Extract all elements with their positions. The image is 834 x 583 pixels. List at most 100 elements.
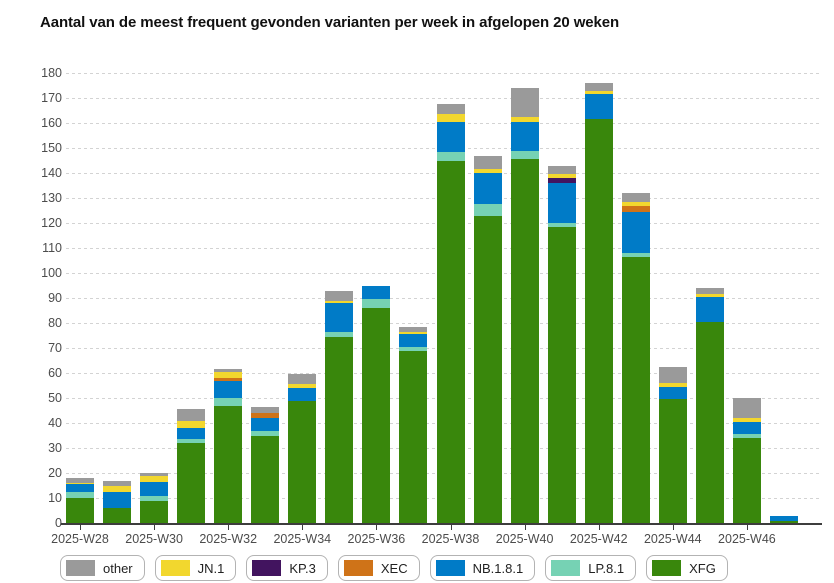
- bar-segment-other[interactable]: [251, 407, 280, 413]
- bar-segment-other[interactable]: [399, 326, 428, 332]
- bar-segment-XFG[interactable]: [288, 400, 317, 523]
- legend-item-NB.1.8.1[interactable]: NB.1.8.1: [429, 555, 536, 581]
- bar-segment-LP.8.1[interactable]: [510, 150, 539, 160]
- bar-segment-NB.1.8.1[interactable]: [473, 173, 502, 205]
- bar-segment-JN.1[interactable]: [547, 174, 576, 178]
- bar-segment-LP.8.1[interactable]: [140, 495, 169, 501]
- bar-segment-other[interactable]: [547, 165, 576, 175]
- bar-segment-other[interactable]: [584, 83, 613, 91]
- bar-segment-JN.1[interactable]: [695, 294, 724, 297]
- bar-segment-JN.1[interactable]: [436, 114, 465, 122]
- bar-segment-JN.1[interactable]: [473, 169, 502, 173]
- bar-segment-XFG[interactable]: [547, 226, 576, 523]
- bar-segment-JN.1[interactable]: [140, 475, 169, 482]
- bar-segment-NB.1.8.1[interactable]: [214, 380, 243, 398]
- bar-segment-NB.1.8.1[interactable]: [695, 296, 724, 322]
- bar-segment-LP.8.1[interactable]: [621, 253, 650, 257]
- bar-segment-other[interactable]: [510, 88, 539, 117]
- bar-segment-XFG[interactable]: [103, 508, 132, 523]
- bar-segment-NB.1.8.1[interactable]: [584, 94, 613, 120]
- bar-segment-NB.1.8.1[interactable]: [769, 515, 798, 521]
- bar-segment-LP.8.1[interactable]: [547, 223, 576, 227]
- bar-segment-XFG[interactable]: [140, 500, 169, 523]
- legend-item-LP.8.1[interactable]: LP.8.1: [545, 555, 637, 581]
- bar-segment-NB.1.8.1[interactable]: [399, 334, 428, 347]
- bar-segment-LP.8.1[interactable]: [177, 439, 206, 443]
- bar-segment-other[interactable]: [288, 374, 317, 385]
- bar-segment-NB.1.8.1[interactable]: [732, 421, 761, 435]
- bar-segment-XFG[interactable]: [177, 443, 206, 523]
- bar-segment-JN.1[interactable]: [103, 485, 132, 492]
- bar-segment-NB.1.8.1[interactable]: [140, 481, 169, 496]
- bar-segment-NB.1.8.1[interactable]: [66, 484, 94, 492]
- bar-segment-XFG[interactable]: [399, 350, 428, 523]
- bar-segment-NB.1.8.1[interactable]: [621, 211, 650, 253]
- bar-segment-XFG[interactable]: [325, 336, 354, 523]
- bar-segment-KP.3[interactable]: [547, 178, 576, 183]
- bar-segment-XEC[interactable]: [621, 205, 650, 212]
- bar-segment-LP.8.1[interactable]: [214, 398, 243, 406]
- legend-item-XFG[interactable]: XFG: [646, 555, 728, 581]
- bar-segment-XFG[interactable]: [436, 160, 465, 523]
- bar-segment-NB.1.8.1[interactable]: [103, 491, 132, 508]
- bar-segment-XFG[interactable]: [584, 119, 613, 523]
- bar-segment-other[interactable]: [436, 104, 465, 115]
- bar-segment-JN.1[interactable]: [658, 383, 687, 387]
- bar-segment-XFG[interactable]: [66, 498, 94, 523]
- bar-segment-XFG[interactable]: [769, 520, 798, 523]
- bar-segment-NB.1.8.1[interactable]: [362, 285, 391, 300]
- legend-item-KP.3[interactable]: KP.3: [246, 555, 328, 581]
- bar-segment-XFG[interactable]: [732, 438, 761, 523]
- bar-segment-NB.1.8.1[interactable]: [510, 121, 539, 151]
- bar-segment-NB.1.8.1[interactable]: [658, 386, 687, 400]
- bar-segment-LP.8.1[interactable]: [473, 204, 502, 216]
- bar-segment-LP.8.1[interactable]: [66, 491, 94, 498]
- bar-segment-XFG[interactable]: [214, 405, 243, 523]
- bar-segment-JN.1[interactable]: [399, 331, 428, 335]
- bar-segment-other[interactable]: [621, 193, 650, 202]
- bar-segment-XEC[interactable]: [214, 378, 243, 381]
- bar-segment-JN.1[interactable]: [66, 483, 94, 485]
- bar-segment-NB.1.8.1[interactable]: [325, 303, 354, 332]
- bar-segment-XFG[interactable]: [621, 256, 650, 523]
- bar-segment-XFG[interactable]: [362, 308, 391, 523]
- bar-segment-XFG[interactable]: [473, 215, 502, 523]
- bar-segment-NB.1.8.1[interactable]: [288, 388, 317, 401]
- bar-segment-JN.1[interactable]: [510, 116, 539, 122]
- bar-segment-JN.1[interactable]: [325, 300, 354, 303]
- bar-segment-other[interactable]: [695, 288, 724, 295]
- bar-segment-NB.1.8.1[interactable]: [547, 183, 576, 223]
- bar-segment-other[interactable]: [658, 366, 687, 383]
- legend-item-JN.1[interactable]: JN.1: [154, 555, 237, 581]
- bar-segment-other[interactable]: [140, 473, 169, 476]
- bar-segment-other[interactable]: [66, 478, 94, 483]
- bar-segment-other[interactable]: [103, 480, 132, 486]
- bar-segment-JN.1[interactable]: [584, 90, 613, 95]
- bar-segment-JN.1[interactable]: [177, 420, 206, 428]
- bar-segment-XFG[interactable]: [251, 435, 280, 523]
- bar-segment-other[interactable]: [214, 369, 243, 372]
- bar-segment-NB.1.8.1[interactable]: [177, 428, 206, 440]
- bar-segment-XFG[interactable]: [510, 159, 539, 523]
- bar-segment-other[interactable]: [473, 155, 502, 170]
- bar-segment-JN.1[interactable]: [288, 384, 317, 388]
- bar-segment-LP.8.1[interactable]: [251, 430, 280, 436]
- bar-segment-NB.1.8.1[interactable]: [251, 418, 280, 431]
- bar-segment-LP.8.1[interactable]: [399, 346, 428, 351]
- bar-segment-NB.1.8.1[interactable]: [436, 121, 465, 152]
- bar-segment-JN.1[interactable]: [621, 201, 650, 206]
- bar-segment-XFG[interactable]: [658, 399, 687, 523]
- bar-segment-LP.8.1[interactable]: [436, 151, 465, 161]
- bar-segment-LP.8.1[interactable]: [732, 434, 761, 438]
- bar-segment-LP.8.1[interactable]: [362, 299, 391, 308]
- legend-item-other[interactable]: other: [60, 555, 145, 581]
- bar-segment-XFG[interactable]: [695, 321, 724, 523]
- bar-segment-other[interactable]: [177, 409, 206, 421]
- bar-segment-LP.8.1[interactable]: [325, 331, 354, 337]
- bar-segment-XEC[interactable]: [251, 413, 280, 418]
- bar-segment-other[interactable]: [325, 290, 354, 301]
- bar-segment-other[interactable]: [732, 398, 761, 418]
- bar-segment-JN.1[interactable]: [214, 371, 243, 378]
- bar-segment-JN.1[interactable]: [732, 418, 761, 422]
- legend-item-XEC[interactable]: XEC: [337, 555, 420, 581]
